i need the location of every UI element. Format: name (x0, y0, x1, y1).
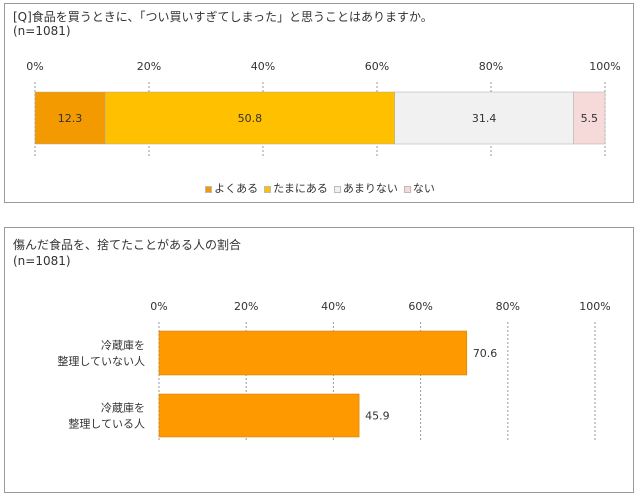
x-tick-label: 80% (496, 300, 520, 313)
chart-1-subtitle: (n=1081) (13, 24, 71, 38)
legend-swatch (333, 185, 341, 193)
chart-panel-2: 傷んだ食品を、捨てたことがある人の割合 (n=1081) 0% 20% 40% 60%… (4, 227, 634, 493)
data-label: 31.4 (472, 112, 497, 125)
chart-1-legend: よくある たまにある あまりない ない (5, 180, 635, 196)
x-tick-label: 40% (321, 300, 345, 313)
legend-item: ない (403, 180, 435, 196)
bar-segment (34, 91, 106, 145)
chart-1-title: [Q]食品を買うときに、「つい買いすぎてしまった」と思うことはありますか。 (13, 10, 433, 24)
category-label: 整理している人 (68, 417, 145, 431)
legend-item: たまにある (264, 180, 328, 196)
x-tick-label: 20% (234, 300, 258, 313)
data-label: 70.6 (473, 347, 498, 360)
bar (158, 393, 360, 438)
x-tick-label: 60% (365, 60, 389, 73)
data-label: 45.9 (365, 410, 390, 423)
legend-label: よくある (214, 182, 259, 195)
x-tick-label: 100% (589, 60, 620, 73)
x-tick-label: 60% (408, 300, 432, 313)
data-label: 5.5 (581, 112, 599, 125)
legend-swatch (205, 185, 213, 193)
legend-swatch (264, 185, 272, 193)
legend-item: あまりない (333, 180, 398, 196)
x-tick-label: 80% (479, 60, 503, 73)
category-label: 冷蔵庫を (101, 401, 145, 415)
data-label: 12.3 (58, 112, 83, 125)
category-label: 冷蔵庫を (101, 338, 145, 352)
x-tick-label: 40% (251, 60, 275, 73)
x-tick-label: 0% (150, 300, 167, 313)
x-tick-label: 100% (579, 300, 610, 313)
horizontal-bar-chart: 0% 20% 40% 60% 80% 100%70.6冷蔵庫を整理していない人45.9冷蔵… (57, 300, 611, 440)
legend-label: あまりない (342, 182, 398, 195)
category-label: 整理していない人 (57, 354, 145, 368)
chart-panel-1: [Q]食品を買うときに、「つい買いすぎてしまった」と思うことはありますか。 (n… (4, 3, 634, 203)
legend-label: たまにある (273, 182, 328, 195)
legend-swatch (403, 185, 411, 193)
bar-segment (573, 91, 606, 145)
legend-label: ない (412, 182, 435, 195)
bar-segment (394, 91, 574, 145)
chart-2-title: 傷んだ食品を、捨てたことがある人の割合 (13, 238, 242, 252)
x-tick-label: 0% (26, 60, 43, 73)
stacked-bar-chart: 0% 20% 40% 60% 80% 100% 12.3 50.8 31.4 5.5 (26, 60, 621, 158)
data-label: 50.8 (238, 112, 263, 125)
bar-segment (104, 91, 395, 145)
legend-item: よくある (205, 180, 258, 196)
bar (158, 330, 468, 376)
chart-2-subtitle: (n=1081) (13, 254, 71, 268)
x-tick-label: 20% (137, 60, 161, 73)
